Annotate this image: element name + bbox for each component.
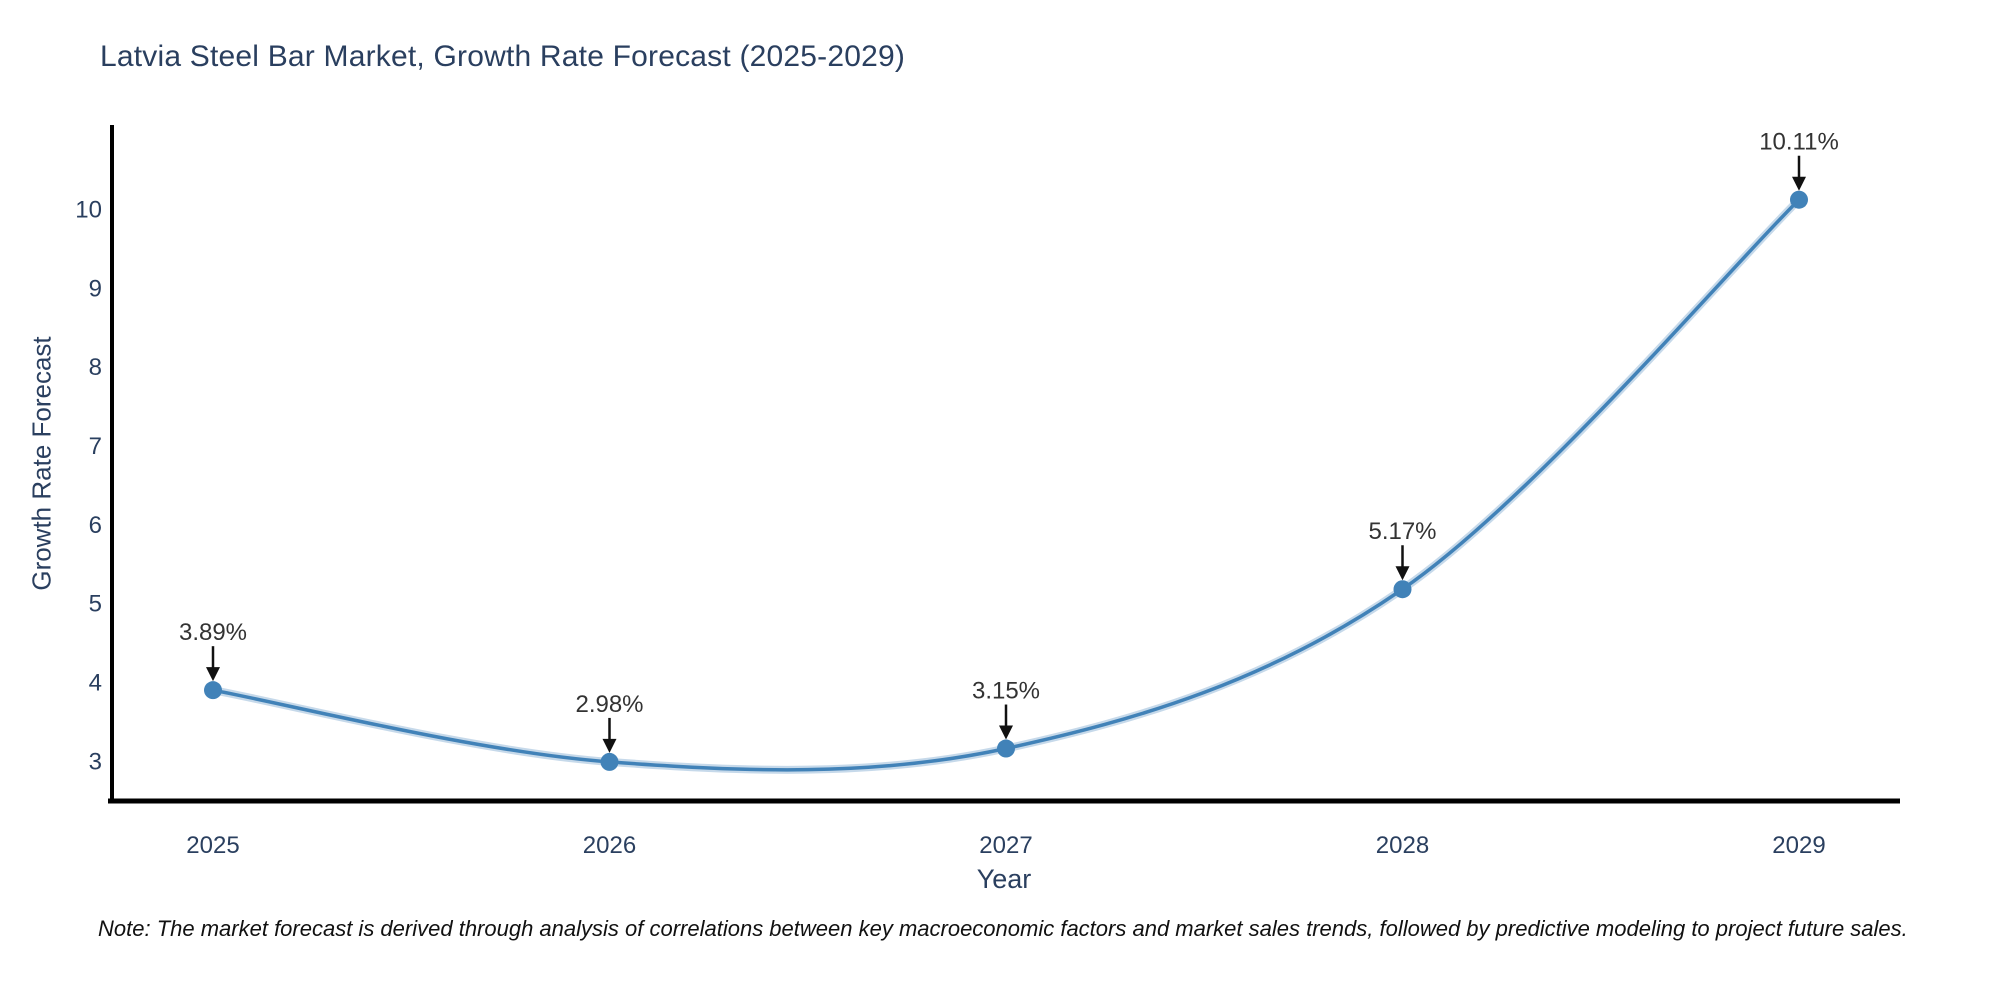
data-point-marker[interactable] (1790, 190, 1808, 209)
y-tick-label: 9 (89, 275, 102, 302)
x-tick-label: 2025 (186, 832, 239, 859)
y-tick-label: 7 (89, 433, 102, 460)
x-tick-label: 2026 (583, 832, 636, 859)
y-tick-label: 8 (89, 354, 102, 381)
x-tick-label: 2027 (979, 832, 1032, 859)
annotation-label: 3.89% (179, 619, 247, 646)
annotation-label: 3.15% (972, 678, 1040, 705)
annotation-label: 2.98% (575, 691, 643, 718)
series-line (211, 197, 1801, 772)
annotation-arrowhead-icon (602, 738, 617, 753)
annotation-label: 5.17% (1368, 518, 1436, 545)
annotation-label: 10.11% (1759, 129, 1839, 156)
x-tick-label: 2028 (1376, 832, 1429, 859)
footnote: Note: The market forecast is derived thr… (98, 916, 1908, 941)
y-tick-label: 6 (89, 512, 102, 539)
annotation-arrowhead-icon (999, 725, 1013, 740)
y-tick-label: 4 (89, 670, 102, 697)
y-tick-label: 10 (75, 196, 102, 223)
annotation-arrowhead-icon (1395, 566, 1410, 581)
data-point-marker[interactable] (600, 752, 619, 771)
y-tick-label: 3 (89, 748, 102, 775)
annotation-arrowhead-icon (1792, 176, 1806, 191)
data-point-marker[interactable] (1393, 580, 1412, 599)
y-axis-title: Growth Rate Forecast (26, 336, 57, 591)
x-axis-title: Year (976, 864, 1032, 894)
chart-title: Latvia Steel Bar Market, Growth Rate For… (100, 40, 906, 73)
y-tick-label: 5 (89, 591, 102, 618)
data-point-marker[interactable] (997, 739, 1015, 758)
data-point-marker[interactable] (204, 681, 222, 700)
x-tick-label: 2029 (1772, 832, 1825, 859)
annotation-arrowhead-icon (206, 667, 220, 682)
